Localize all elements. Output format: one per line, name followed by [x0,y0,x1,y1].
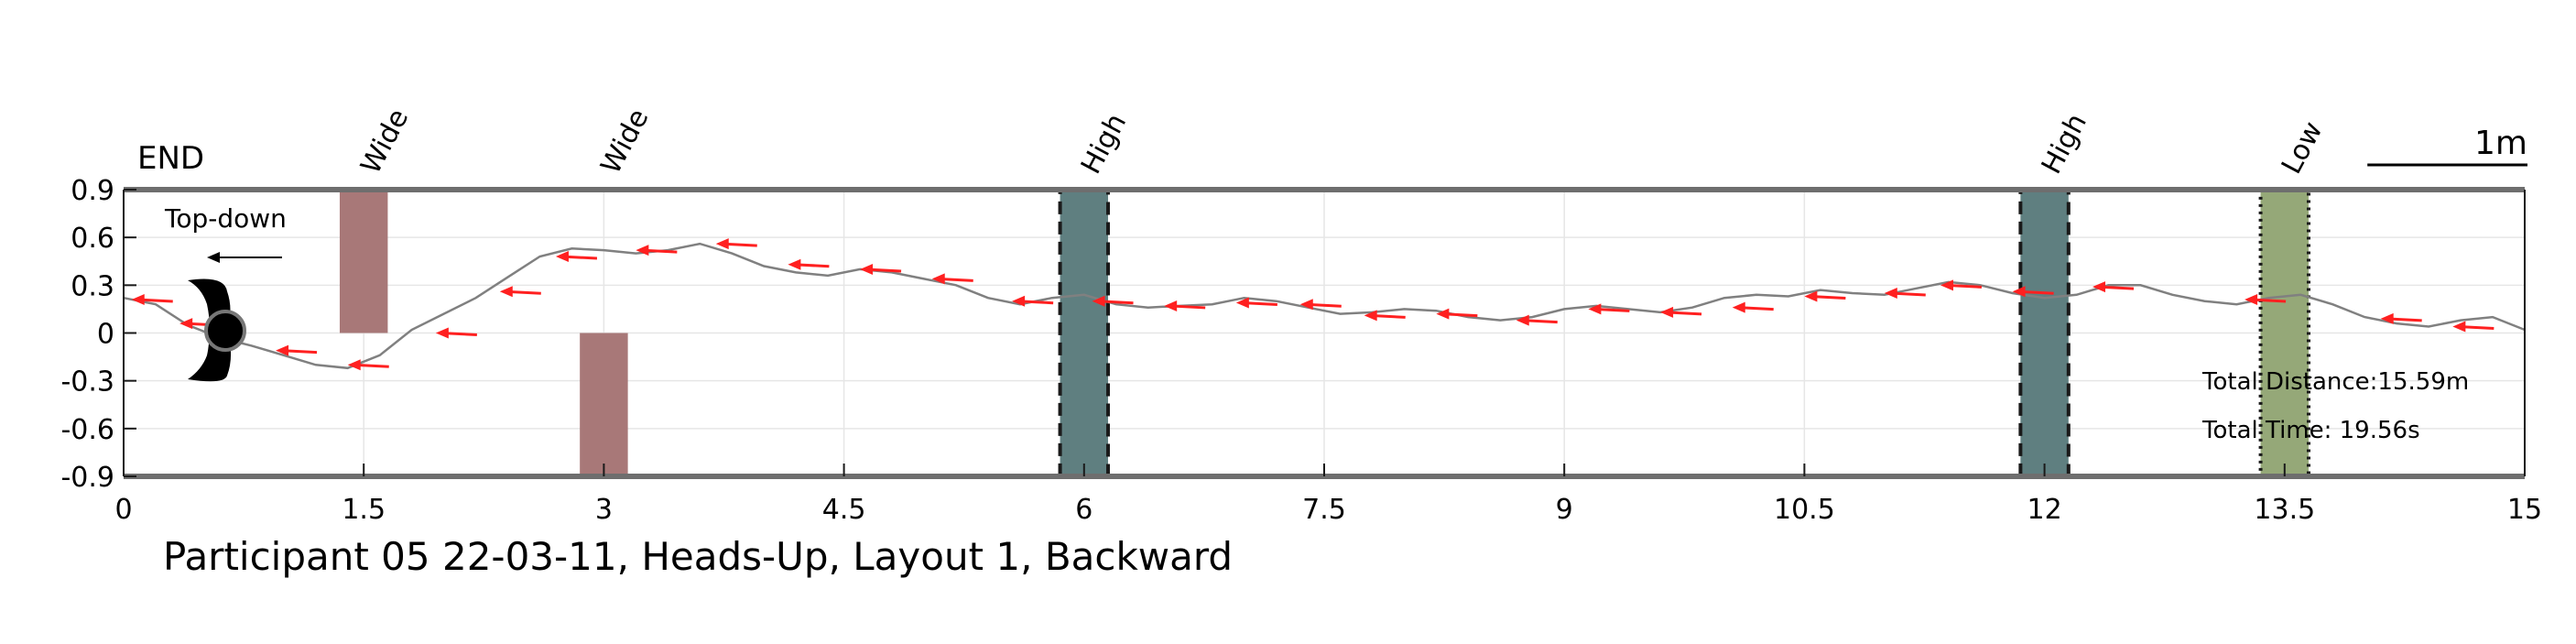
obstacle-label: High [2036,108,2093,179]
direction-arrow-head [2012,286,2026,298]
obstacle-label: Wide [595,104,656,180]
direction-arrow-head [276,344,289,356]
obstacle-high [2018,188,2071,478]
x-tick-label: 13.5 [2254,494,2315,526]
obstacle-label: Wide [354,104,415,180]
inset-label: Top-down [164,203,287,234]
direction-arrow-head [2380,312,2394,324]
x-tick-label: 12 [2027,494,2062,526]
x-tick-label: 9 [1556,494,1573,526]
direction-arrow-head [1436,308,1450,320]
chart-title: Participant 05 22-03-11, Heads-Up, Layou… [163,534,1233,579]
direction-arrow-head [179,318,193,330]
x-tick-label: 15 [2507,494,2542,526]
direction-arrow-head [860,263,874,275]
obstacle-wide [580,333,628,476]
direction-arrow-head [636,245,649,257]
scale-bar-label: 1m [2474,125,2527,162]
direction-arrow-head [1884,288,1897,300]
obstacle-high [1058,188,1111,478]
direction-arrow-head [1588,303,1602,315]
obstacles [339,188,2311,478]
y-tick-label: 0.6 [71,223,114,255]
obstacle-label: Low [2276,116,2330,180]
direction-arrow-head [499,286,513,298]
direction-arrow-head [1235,297,1249,309]
y-tick-label: -0.6 [60,414,114,446]
total-distance: Total Distance:15.59m [2201,368,2469,396]
direction-arrow-head [1516,314,1529,326]
direction-arrow-head [1660,306,1674,318]
direction-arrow-head [1164,300,1178,311]
direction-arrow-head [435,327,449,339]
direction-arrow-head [131,293,145,305]
end-label: END [137,140,204,177]
axes [123,187,2526,479]
direction-arrow-head [2092,281,2106,293]
direction-arrow-head [1732,301,1745,313]
y-tick-label: 0.9 [71,175,114,207]
x-tick-label: 7.5 [1302,494,1346,526]
tick-labels: 0 1.5 3 4.5 6 7.5 9 10.5 12 13.5 15 0.9 0.6 0.3 0 -0.3 -… [60,175,2542,526]
y-tick-label: -0.3 [60,366,114,398]
x-tick-label: 4.5 [822,494,866,526]
y-tick-label: 0.3 [71,270,114,302]
direction-arrow-head [931,273,945,285]
direction-arrow-head [788,258,801,270]
person-icon [204,310,246,352]
direction-arrow-head [2244,293,2258,305]
x-tick-label: 3 [595,494,613,526]
direction-arrow-head [715,238,729,250]
x-tick-label: 0 [114,494,132,526]
x-tick-label: 10.5 [1774,494,1835,526]
direction-arrow-head [1092,295,1105,307]
obstacle-wide [339,190,388,333]
top-down-inset: Top-down [164,203,287,382]
direction-arrow-head [555,251,569,263]
grid [123,189,2526,477]
direction-arrow-head [347,359,361,371]
direction-arrow-head [1012,295,1026,307]
obstacle-labels: Wide Wide High High Low [354,104,2329,180]
walker-icon [188,278,232,382]
inset-arrow-head [207,252,220,263]
direction-arrow-head [1364,310,1377,322]
direction-arrows [131,238,2494,371]
y-tick-label: 0 [97,319,114,351]
trajectory-line [123,242,2526,370]
y-tick-label: -0.9 [60,462,114,494]
direction-arrow-head [2452,321,2466,333]
direction-arrow-head [1299,299,1313,311]
x-tick-label: 1.5 [342,494,386,526]
total-time: Total Time: 19.56s [2201,417,2420,444]
x-tick-label: 6 [1075,494,1092,526]
scale-bar: 1m [2367,125,2527,167]
obstacle-label: High [1075,108,1133,179]
direction-arrow-head [1940,279,1953,291]
direction-arrow-head [1804,290,1818,302]
